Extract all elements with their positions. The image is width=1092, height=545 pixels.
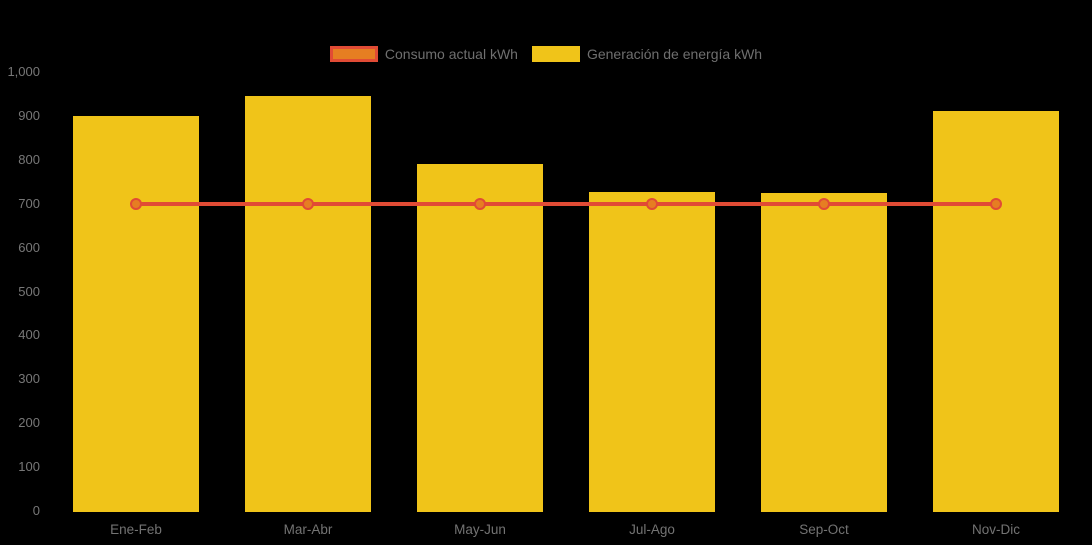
y-axis-tick-label: 0 xyxy=(32,503,40,518)
line-consumo-segment xyxy=(824,201,996,206)
line-marker-Mar-Abr[interactable] xyxy=(302,197,314,210)
line-marker-Ene-Feb[interactable] xyxy=(130,197,142,210)
y-axis-tick-label: 600 xyxy=(18,239,40,255)
x-axis-label-May-Jun: May-Jun xyxy=(454,522,506,537)
y-axis-tick-label: 1,000 xyxy=(7,64,40,79)
chart-legend: Consumo actual kWh Generación de energía… xyxy=(0,46,1092,62)
bar-generacion-Sep-Oct[interactable] xyxy=(761,193,887,512)
legend-swatch-generacion-icon xyxy=(531,46,580,62)
y-axis-tick-label: 700 xyxy=(18,195,40,211)
bar-generacion-Mar-Abr[interactable] xyxy=(245,96,371,512)
y-axis-tick-label: 300 xyxy=(18,371,40,387)
y-axis-tick-label: 400 xyxy=(18,327,40,343)
x-axis-label-Jul-Ago: Jul-Ago xyxy=(629,522,675,537)
x-axis-label-Mar-Abr: Mar-Abr xyxy=(283,522,333,537)
x-axis-label-Sep-Oct: Sep-Oct xyxy=(799,522,849,537)
bar-generacion-Nov-Dic[interactable] xyxy=(933,111,1059,512)
legend-label-generacion: Generación de energía kWh xyxy=(586,46,763,62)
y-axis-tick-label: 200 xyxy=(18,415,40,431)
line-marker-Nov-Dic[interactable] xyxy=(990,197,1002,210)
line-marker-Sep-Oct[interactable] xyxy=(818,197,830,210)
bar-generacion-Ene-Feb[interactable] xyxy=(73,115,199,512)
y-axis-tick-label: 900 xyxy=(18,107,40,123)
legend-item-generacion[interactable]: Generación de energía kWh xyxy=(531,46,763,62)
y-axis-tick-label: 500 xyxy=(18,283,40,299)
bar-generacion-Jul-Ago[interactable] xyxy=(589,192,715,512)
line-consumo-segment xyxy=(652,201,824,206)
line-consumo-segment xyxy=(480,201,652,206)
line-marker-Jul-Ago[interactable] xyxy=(646,197,658,210)
line-marker-May-Jun[interactable] xyxy=(474,197,486,210)
line-consumo-segment xyxy=(308,201,480,206)
x-axis-label-Ene-Feb: Ene-Feb xyxy=(110,522,162,537)
x-axis-label-Nov-Dic: Nov-Dic xyxy=(971,522,1020,537)
bar-generacion-May-Jun[interactable] xyxy=(417,164,543,512)
legend-swatch-consumo-icon xyxy=(329,46,378,62)
legend-item-consumo[interactable]: Consumo actual kWh xyxy=(329,46,518,62)
legend-label-consumo: Consumo actual kWh xyxy=(384,46,518,62)
y-axis-tick-label: 100 xyxy=(18,459,40,475)
y-axis-tick-label: 800 xyxy=(18,151,40,167)
line-consumo-segment xyxy=(136,201,308,206)
